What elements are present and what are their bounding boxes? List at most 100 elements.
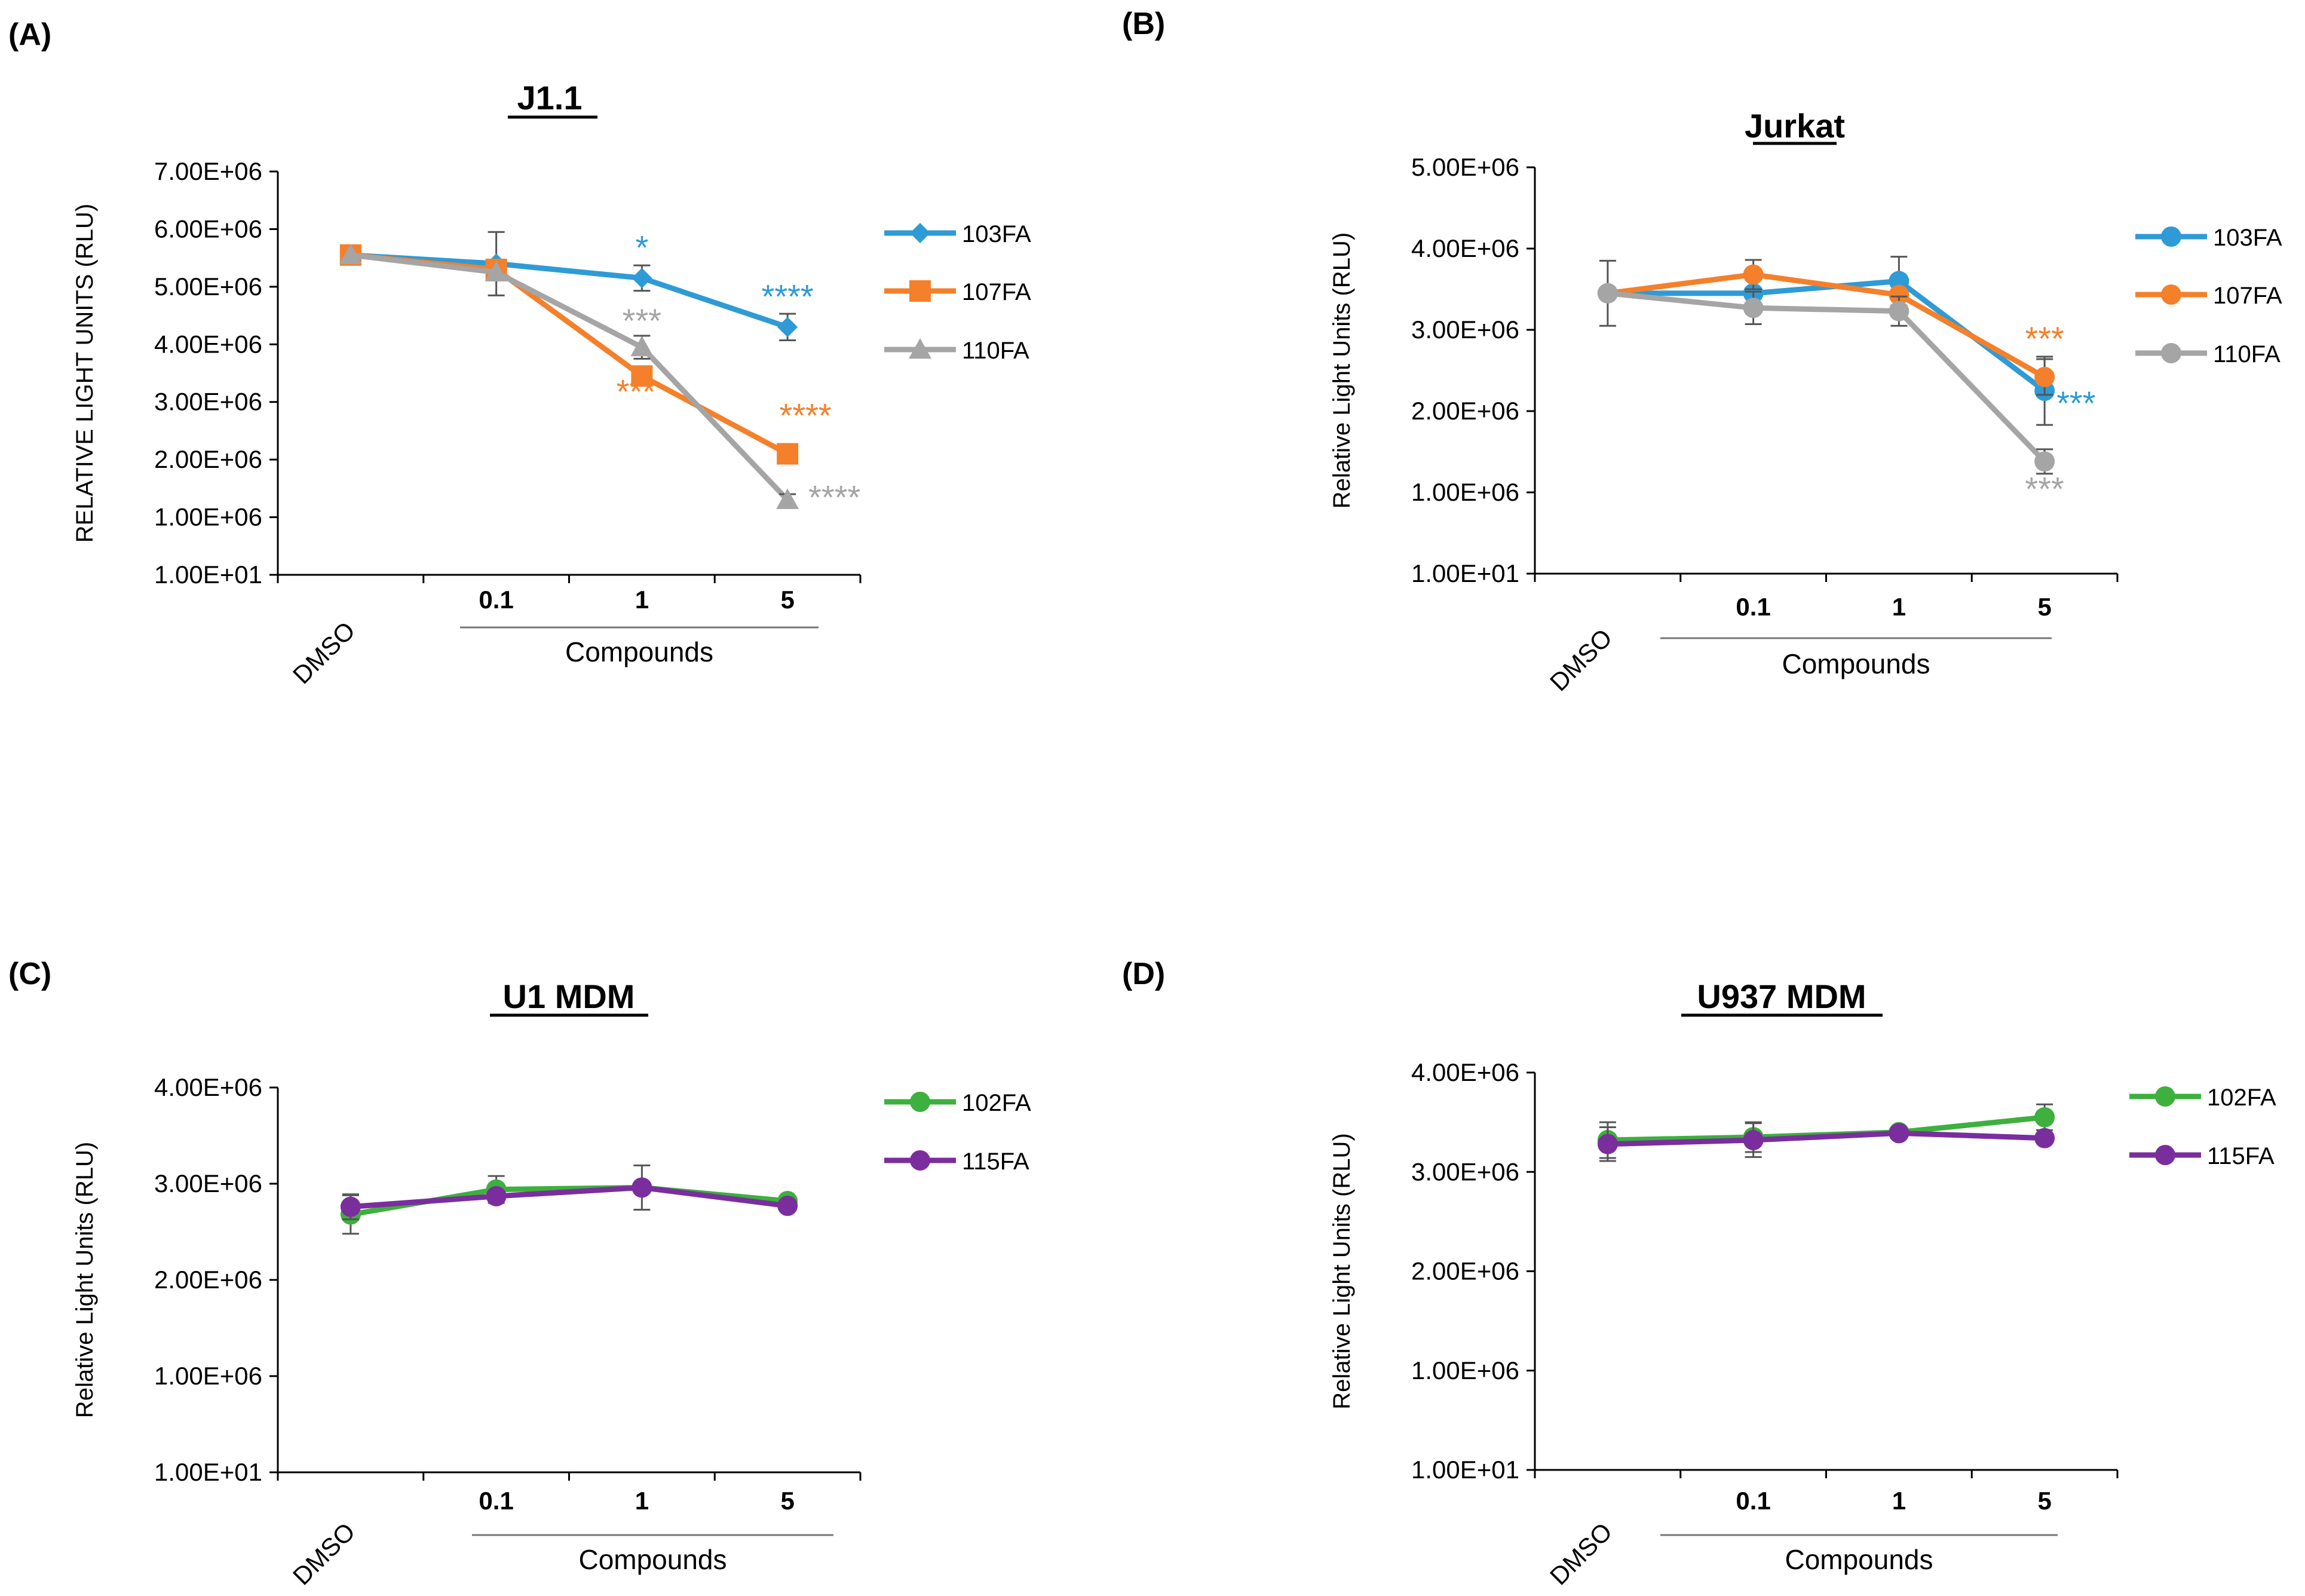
x-tick-label: 5 (780, 586, 794, 614)
data-point (1743, 264, 1764, 285)
series-line (1607, 1130, 2045, 1147)
y-tick-label: 5.00E+06 (154, 272, 262, 301)
data-point (1889, 301, 1909, 321)
y-tick-label: 4.00E+06 (1411, 234, 1519, 262)
data-point (2034, 1128, 2055, 1148)
series-line (350, 252, 789, 457)
series-110FA: *** (1597, 283, 2064, 507)
significance-annotation: *** (2056, 384, 2095, 422)
data-point (2034, 366, 2055, 387)
x-axis-label: Compounds (578, 1544, 727, 1575)
y-axis-label: RELATIVE LIGHT UNITS (RLU) (72, 204, 98, 543)
series-102FA (1597, 1103, 2055, 1159)
panel-label-a: (A) (8, 17, 52, 52)
legend-marker (2161, 226, 2181, 247)
y-tick-label: 2.00E+06 (154, 445, 262, 473)
y-tick-label: 1.00E+06 (154, 503, 262, 531)
legend-label: 115FA (2207, 1143, 2275, 1169)
series-107FA: *** (1597, 259, 2064, 396)
data-point (632, 268, 652, 289)
data-point (485, 261, 508, 281)
significance-annotation: * (635, 228, 648, 266)
y-tick-label: 1.00E+06 (1411, 478, 1519, 506)
series-115FA (340, 1164, 798, 1221)
legend-marker (2161, 343, 2181, 363)
panel-label-c: (C) (8, 957, 52, 991)
y-tick-label: 3.00E+06 (154, 388, 262, 416)
x-tick-label: 1 (1892, 593, 1906, 621)
legend-label: 107FA (962, 279, 1031, 305)
x-tick-label: 5 (2037, 1487, 2051, 1515)
data-point (1743, 1130, 1764, 1151)
data-point (486, 1185, 507, 1206)
legend-label: 110FA (2213, 341, 2281, 367)
significance-annotation: **** (808, 479, 860, 516)
series-line (1607, 290, 2047, 464)
significance-annotation: *** (617, 372, 655, 410)
x-tick-label: 1 (1892, 1487, 1906, 1515)
data-point (340, 1196, 361, 1217)
data-point (2034, 1107, 2055, 1128)
chart-title: Jurkat (1745, 107, 1845, 145)
x-tick-label-dmso: DMSO (1544, 1517, 1617, 1590)
series-line (350, 252, 789, 330)
x-axis-label: Compounds (1782, 648, 1930, 679)
y-tick-label: 2.00E+06 (154, 1266, 262, 1294)
panel-label-d: (D) (1122, 957, 1166, 991)
significance-annotation: *** (2025, 470, 2064, 507)
legend-label: 107FA (2213, 283, 2282, 309)
y-tick-label: 4.00E+06 (1411, 1058, 1519, 1086)
data-point (777, 443, 799, 465)
y-tick-label: 4.00E+06 (154, 1073, 262, 1101)
legend-label: 115FA (962, 1148, 1029, 1175)
legend-marker (2155, 1086, 2175, 1107)
x-axis-label: Compounds (1785, 1544, 1933, 1575)
legend-marker (910, 1092, 930, 1112)
y-tick-label: 6.00E+06 (154, 215, 262, 243)
x-tick-label: 5 (2037, 593, 2051, 621)
significance-annotation: **** (780, 397, 832, 434)
data-point (1889, 284, 1909, 305)
y-tick-label: 1.00E+06 (154, 1362, 262, 1390)
series-103FA: *** (1597, 256, 2096, 426)
y-tick-label: 2.00E+06 (1411, 397, 1519, 425)
chart-b: Jurkat 1.00E+01 1.00E+06 2.00E+06 3.00E+06 4.… (1329, 107, 2282, 696)
data-point (777, 1196, 798, 1217)
y-tick-label: 1.00E+01 (1411, 1456, 1519, 1484)
y-tick-label: 3.00E+06 (1411, 315, 1519, 344)
significance-annotation: **** (762, 277, 814, 315)
legend-marker (909, 280, 931, 302)
y-axis-label: Relative Light Units (RLU) (1329, 1133, 1355, 1409)
x-tick-label: 1 (635, 1487, 649, 1515)
y-tick-label: 3.00E+06 (1411, 1157, 1519, 1185)
x-tick-label-dmso: DMSO (287, 616, 360, 689)
y-axis-label: Relative Light Units (RLU) (72, 1142, 98, 1418)
data-point (776, 488, 799, 509)
x-tick-label-dmso: DMSO (287, 1517, 360, 1590)
series-107FA: ******* (339, 244, 832, 465)
y-tick-label: 1.00E+06 (1411, 1356, 1519, 1384)
x-tick-label: 0.1 (1736, 593, 1770, 621)
y-tick-label: 5.00E+06 (1411, 153, 1519, 181)
legend-label: 102FA (962, 1090, 1031, 1116)
chart-a: J1.1 1.00E+01 1.00E+06 2.00E+06 3.00E+06 4.00… (72, 79, 1031, 689)
significance-annotation: *** (2025, 320, 2064, 357)
data-point (2034, 451, 2055, 472)
legend-label: 110FA (962, 338, 1029, 364)
x-tick-label: 5 (780, 1487, 794, 1515)
legend-marker (2161, 284, 2181, 305)
legend-marker (2155, 1145, 2175, 1165)
x-tick-label-dmso: DMSO (1544, 623, 1617, 696)
data-point (1597, 283, 1618, 304)
x-axis-label: Compounds (565, 636, 713, 667)
data-point (339, 243, 362, 265)
panel-label-b: (B) (1122, 7, 1166, 41)
y-tick-label: 1.00E+01 (154, 1458, 262, 1486)
chart-c: U1 MDM 1.00E+01 1.00E+06 2.00E+06 3.00E+06 4.… (72, 978, 1031, 1590)
data-point (632, 1177, 652, 1198)
legend-marker (909, 338, 931, 359)
data-point (631, 365, 653, 387)
x-tick-label: 0.1 (479, 586, 513, 614)
legend-label: 102FA (2207, 1085, 2276, 1111)
x-tick-label: 0.1 (479, 1487, 513, 1515)
